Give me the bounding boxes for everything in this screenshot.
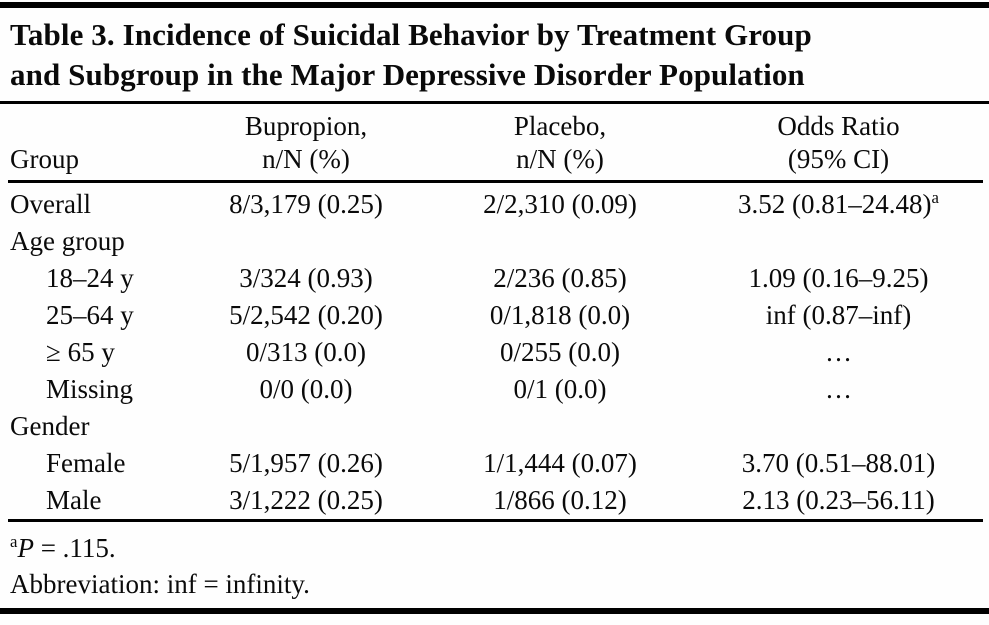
cell-bupropion (186, 223, 426, 260)
row-group-label: 25–64 y (46, 300, 134, 330)
footnote-a-text: = .115. (33, 533, 116, 563)
header-odds-ratio: Odds Ratio (95% CI) (694, 104, 983, 183)
bottom-rule (0, 608, 989, 614)
header-bupropion: Bupropion, n/N (%) (186, 104, 426, 183)
cell-odds-ratio (694, 223, 983, 260)
header-group: Group (8, 104, 186, 183)
cell-placebo: 2/236 (0.85) (493, 263, 627, 293)
cell-odds-ratio (694, 408, 983, 445)
cell-odds-ratio: 3.70 (0.51–88.01) (741, 448, 936, 478)
row-group-label: Gender (10, 411, 90, 441)
row-group-label: Overall (10, 189, 91, 219)
table-row: Gender (8, 408, 983, 445)
cell-placebo (426, 408, 694, 445)
table-title-line-2: and Subgroup in the Major Depressive Dis… (10, 57, 805, 92)
cell-bupropion: 5/1,957 (0.26) (229, 448, 383, 478)
table-row: 18–24 y 3/324 (0.93) 2/236 (0.85) 1.09 (0.1… (8, 260, 983, 297)
cell-placebo: 1/866 (0.12) (493, 485, 627, 515)
cell-bupropion (186, 408, 426, 445)
cell-placebo: 0/1,818 (0.0) (489, 300, 631, 330)
table-row: Missing 0/0 (0.0) 0/1 (0.0) … (8, 371, 983, 408)
title-divider-rule (0, 101, 989, 104)
cell-placebo: 0/1 (0.0) (513, 374, 607, 404)
header-row: Group Bupropion, n/N (%) Placebo, n/N (%… (8, 104, 983, 183)
cell-odds-ratio: … (825, 374, 852, 404)
footnote-a: aP = .115. (10, 530, 979, 566)
row-group-label: 18–24 y (46, 263, 134, 293)
table-title-line-1: Table 3. Incidence of Suicidal Behavior … (10, 17, 812, 52)
table-row: ≥ 65 y 0/313 (0.0) 0/255 (0.0) … (8, 334, 983, 371)
cell-odds-ratio: 2.13 (0.23–56.11) (742, 485, 935, 515)
footnote-a-marker: a (10, 532, 18, 551)
table-header: Group Bupropion, n/N (%) Placebo, n/N (%… (8, 104, 983, 183)
top-rule (0, 2, 989, 8)
cell-odds-ratio: 3.52 (0.81–24.48)a (738, 188, 939, 219)
cell-bupropion: 0/0 (0.0) (259, 374, 353, 404)
row-group-label: Male (46, 485, 102, 515)
cell-placebo: 0/255 (0.0) (500, 337, 620, 367)
cell-placebo (426, 223, 694, 260)
row-group-label: ≥ 65 y (46, 337, 115, 367)
row-group-label: Missing (46, 374, 134, 404)
table-body: Overall 8/3,179 (0.25) 2/2,310 (0.09) 3.52 … (8, 182, 983, 521)
cell-odds-ratio: … (825, 337, 852, 367)
table-row: 25–64 y 5/2,542 (0.20) 0/1,818 (0.0) inf (0… (8, 297, 983, 334)
table-row: Female 5/1,957 (0.26) 1/1,444 (0.07) 3.70 (… (8, 445, 983, 482)
table-row: Male 3/1,222 (0.25) 1/866 (0.12) 2.13 (0.23… (8, 482, 983, 521)
cell-placebo: 2/2,310 (0.09) (483, 189, 637, 219)
footnote-a-variable: P (17, 533, 34, 563)
footnotes: aP = .115. Abbreviation: inf = infinity. (0, 522, 989, 608)
cell-bupropion: 8/3,179 (0.25) (229, 189, 383, 219)
cell-odds-ratio: 1.09 (0.16–9.25) (748, 263, 929, 293)
cell-bupropion: 0/313 (0.0) (246, 337, 366, 367)
cell-bupropion: 3/1,222 (0.25) (229, 485, 383, 515)
footnote-abbreviation: Abbreviation: inf = infinity. (10, 569, 310, 599)
cell-placebo: 1/1,444 (0.07) (483, 448, 637, 478)
table-row: Age group (8, 223, 983, 260)
row-group-label: Female (46, 448, 126, 478)
cell-bupropion: 3/324 (0.93) (239, 263, 373, 293)
table-title: Table 3. Incidence of Suicidal Behavior … (0, 8, 989, 101)
footnote-marker: a (931, 188, 939, 207)
table-row: Overall 8/3,179 (0.25) 2/2,310 (0.09) 3.52 … (8, 182, 983, 224)
header-placebo: Placebo, n/N (%) (426, 104, 694, 183)
row-group-label: Age group (10, 226, 125, 256)
incidence-table: Group Bupropion, n/N (%) Placebo, n/N (%… (8, 104, 983, 522)
cell-bupropion: 5/2,542 (0.20) (229, 300, 383, 330)
cell-odds-ratio: inf (0.87–inf) (765, 300, 912, 330)
